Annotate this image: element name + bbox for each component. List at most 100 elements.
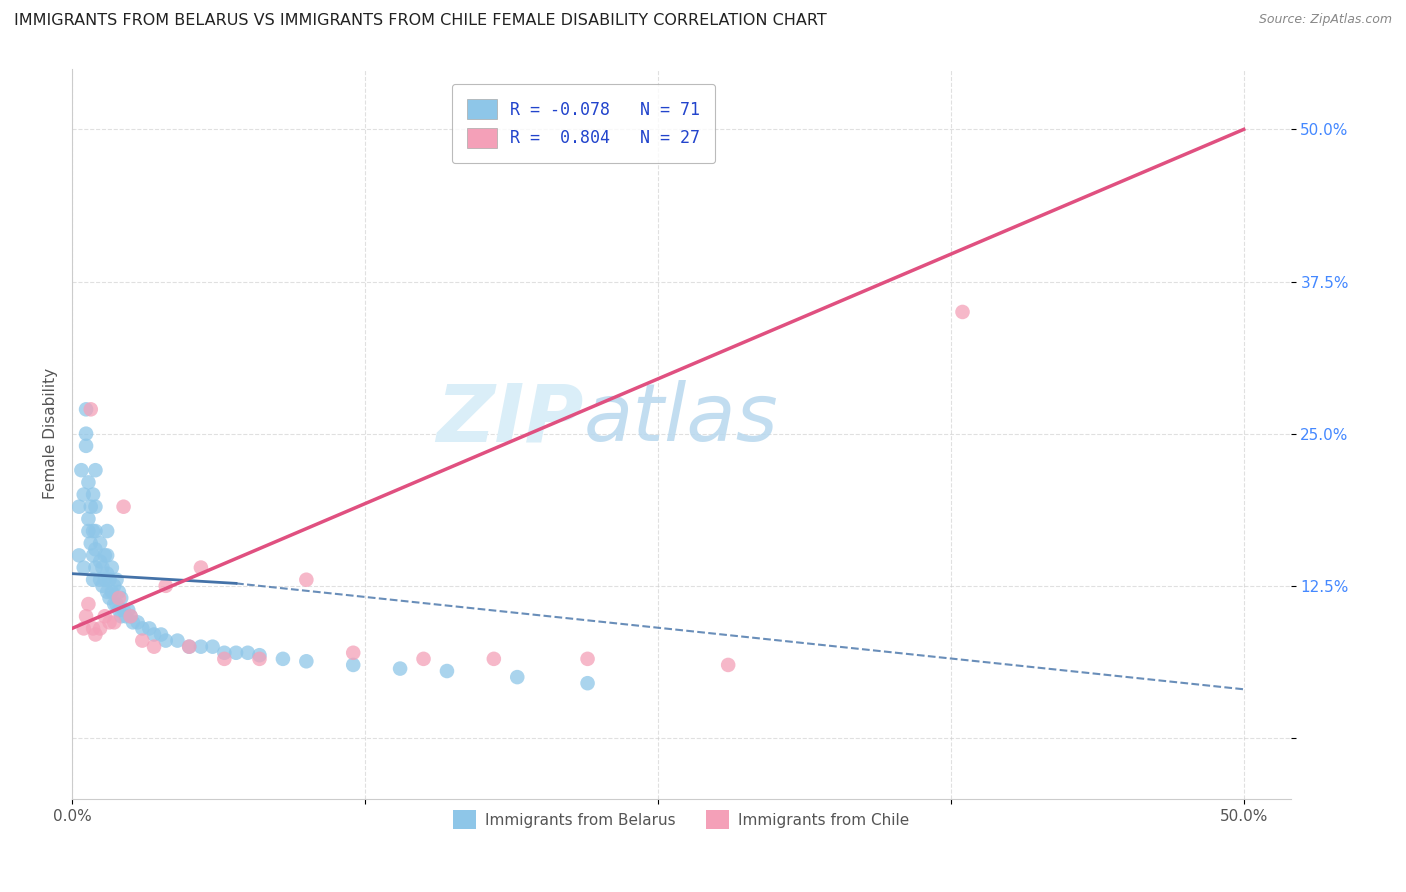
Point (342, 646, 364, 660)
Point (98, 591, 121, 605)
Point (103, 579, 125, 593)
Point (80, 402, 103, 417)
Point (89, 622, 111, 636)
Point (105, 597, 128, 611)
Point (105, 573, 128, 587)
Point (89, 573, 111, 587)
Point (122, 615, 145, 630)
Point (94, 549, 117, 563)
Point (342, 657, 364, 672)
Point (110, 591, 132, 605)
Point (717, 657, 740, 672)
Point (249, 652, 271, 666)
Point (166, 633, 188, 648)
Point (155, 633, 177, 648)
Point (77, 512, 100, 526)
Point (96, 566, 118, 581)
Point (117, 603, 139, 617)
Point (103, 597, 125, 611)
Point (201, 640, 224, 654)
Point (214, 646, 236, 660)
Point (96, 549, 118, 563)
Point (236, 646, 259, 660)
Text: ZIP: ZIP (436, 380, 583, 458)
Point (101, 560, 124, 574)
Point (576, 676, 599, 690)
Point (225, 646, 247, 660)
Point (73, 487, 96, 501)
Point (155, 579, 177, 593)
Point (108, 585, 131, 599)
Point (952, 305, 974, 319)
Point (112, 603, 135, 617)
Point (73, 622, 96, 636)
Y-axis label: Female Disability: Female Disability (44, 368, 58, 500)
Point (127, 615, 149, 630)
Point (120, 609, 142, 624)
Point (96, 585, 118, 599)
Point (84, 500, 107, 514)
Point (84, 627, 107, 641)
Point (75, 609, 97, 624)
Point (506, 670, 529, 684)
Point (84, 560, 107, 574)
Point (89, 536, 111, 550)
Point (82, 524, 104, 538)
Point (75, 426, 97, 441)
Point (214, 652, 236, 666)
Point (82, 549, 104, 563)
Point (436, 664, 458, 678)
Point (576, 652, 599, 666)
Point (131, 622, 153, 636)
Point (77, 475, 100, 490)
Point (98, 615, 121, 630)
Point (94, 573, 117, 587)
Point (101, 585, 124, 599)
Point (77, 524, 100, 538)
Point (84, 542, 107, 557)
Text: Source: ZipAtlas.com: Source: ZipAtlas.com (1258, 13, 1392, 27)
Point (143, 640, 166, 654)
Point (84, 524, 107, 538)
Point (108, 603, 131, 617)
Text: atlas: atlas (583, 380, 779, 458)
Point (179, 640, 201, 654)
Point (249, 648, 271, 663)
Point (70, 463, 93, 477)
Point (82, 487, 104, 501)
Point (89, 554, 111, 568)
Point (73, 560, 96, 574)
Point (75, 439, 97, 453)
Point (295, 573, 318, 587)
Point (115, 609, 138, 624)
Point (96, 524, 118, 538)
Text: IMMIGRANTS FROM BELARUS VS IMMIGRANTS FROM CHILE FEMALE DISABILITY CORRELATION C: IMMIGRANTS FROM BELARUS VS IMMIGRANTS FR… (14, 13, 827, 29)
Point (77, 597, 100, 611)
Point (150, 627, 173, 641)
Legend: Immigrants from Belarus, Immigrants from Chile: Immigrants from Belarus, Immigrants from… (447, 805, 915, 835)
Point (110, 609, 132, 624)
Point (295, 654, 318, 668)
Point (120, 609, 142, 624)
Point (91, 560, 114, 574)
Point (389, 662, 412, 676)
Point (82, 573, 104, 587)
Point (67, 500, 90, 514)
Point (82, 622, 104, 636)
Point (98, 573, 121, 587)
Point (179, 640, 201, 654)
Point (91, 579, 114, 593)
Point (482, 652, 505, 666)
Point (190, 640, 212, 654)
Point (84, 463, 107, 477)
Point (67, 549, 90, 563)
Point (112, 500, 135, 514)
Point (75, 402, 97, 417)
Point (80, 536, 103, 550)
Point (412, 652, 434, 666)
Point (103, 615, 125, 630)
Point (131, 633, 153, 648)
Point (138, 622, 160, 636)
Point (80, 500, 103, 514)
Point (108, 591, 131, 605)
